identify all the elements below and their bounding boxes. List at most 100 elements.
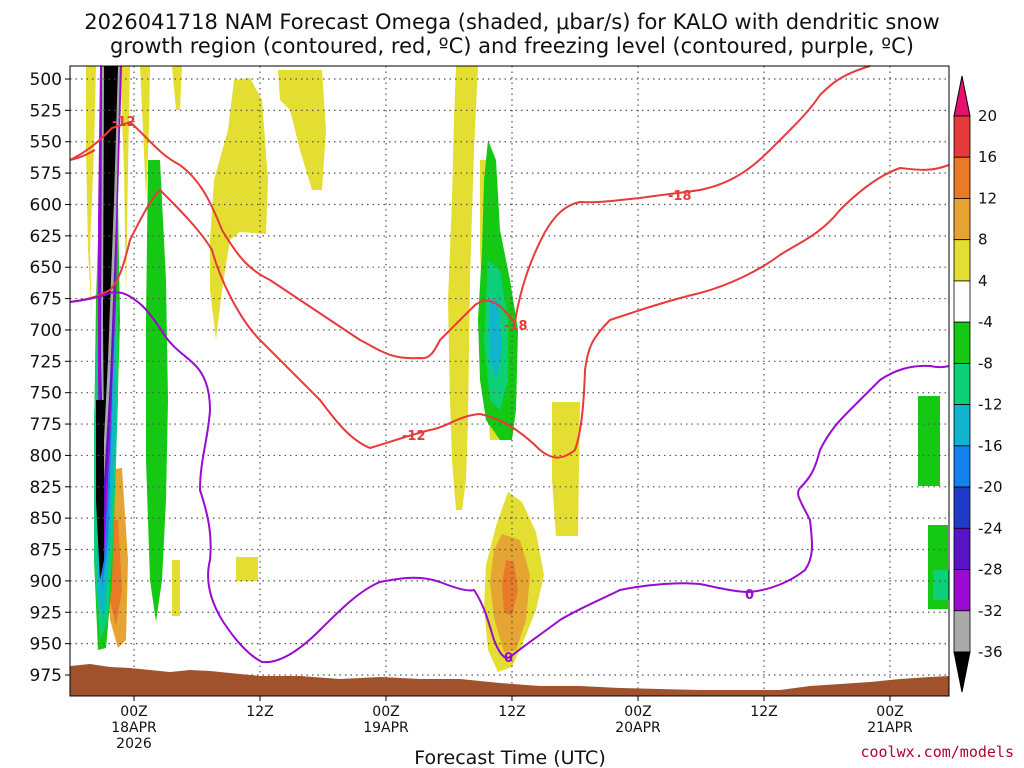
omega-yellow-plume	[278, 70, 326, 190]
x-tick-label: 12Z	[498, 704, 525, 720]
x-tick-label: 00Z	[624, 704, 651, 720]
colorbar-swatch	[953, 527, 971, 570]
contour-label: -18	[668, 189, 692, 204]
colorbar-label: -28	[978, 561, 1003, 579]
colorbar-swatch	[953, 239, 971, 282]
colorbar-label: 12	[978, 189, 997, 207]
x-axis-label: Forecast Time (UTC)	[414, 747, 605, 768]
colorbar-label: 16	[978, 148, 997, 166]
x-tick-label: 19APR	[363, 720, 409, 736]
contour-label: 0	[745, 588, 754, 603]
y-tick-label: 900	[30, 572, 62, 592]
chart-title-line2: growth region (contoured, red, ºC) and f…	[110, 34, 914, 58]
colorbar-label: 4	[978, 272, 988, 290]
omega-green-east	[933, 570, 949, 600]
y-tick-label: 625	[30, 227, 62, 247]
colorbar-swatch	[953, 115, 971, 158]
omega-green-band	[146, 160, 168, 622]
chart-title-line1: 2026041718 NAM Forecast Omega (shaded, μ…	[84, 10, 939, 34]
omega-yellow-plume	[140, 66, 150, 200]
contour-label: -18	[504, 319, 528, 334]
colorbar-top-arrow	[953, 75, 971, 117]
omega-yellow-plume	[86, 66, 96, 320]
y-axis: 500 525 550 575 600 625 650 675 700 725 750 775 800 8…	[30, 70, 70, 686]
colorbar-label: -20	[978, 478, 1003, 496]
y-tick-label: 550	[30, 133, 62, 153]
colorbar-label: -36	[978, 643, 1003, 661]
colorbar-swatch	[953, 280, 971, 323]
x-tick-label: 00Z	[372, 704, 399, 720]
omega-yellow-blob	[172, 560, 180, 616]
contour-label: -12	[402, 429, 426, 444]
contour-label: 0	[504, 651, 513, 666]
colorbar-label: 8	[978, 231, 988, 249]
x-tick-label: 12Z	[246, 704, 273, 720]
y-tick-label: 525	[30, 101, 62, 121]
omega-yellow-blob	[236, 557, 258, 581]
x-tick-label: 18APR	[111, 720, 157, 736]
y-tick-label: 825	[30, 478, 62, 498]
grid-lines	[70, 66, 949, 696]
colorbar-swatch	[953, 569, 971, 612]
dgz-contour-upper	[69, 120, 516, 360]
y-tick-label: 725	[30, 352, 62, 372]
y-tick-label: 775	[30, 415, 62, 435]
omega-black-column	[103, 66, 118, 440]
colorbar-label: -8	[978, 354, 993, 372]
omega-yellow-plume	[448, 66, 478, 510]
omega-green-east	[918, 396, 940, 486]
y-tick-label: 750	[30, 384, 62, 404]
x-tick-label: 2026	[116, 736, 152, 752]
x-tick-label: 00Z	[876, 704, 903, 720]
colorbar-label: -16	[978, 437, 1003, 455]
y-tick-label: 675	[30, 290, 62, 310]
colorbar-swatch	[953, 610, 971, 653]
colorbar-swatch	[953, 156, 971, 199]
y-tick-label: 575	[30, 164, 62, 184]
x-tick-label: 20APR	[615, 720, 661, 736]
colorbar-bottom-arrow	[953, 651, 971, 693]
y-tick-label: 500	[30, 70, 62, 90]
colorbar-swatch	[953, 445, 971, 488]
plot-area: -12 -18 -18 -12 0 0	[69, 65, 950, 697]
colorbar-label: -24	[978, 519, 1003, 537]
x-tick-label: 12Z	[750, 704, 777, 720]
colorbar-swatch	[953, 362, 971, 406]
freezing-line	[69, 291, 950, 664]
colorbar-label: -12	[978, 396, 1003, 414]
dgz-contour-upper-east	[514, 65, 871, 323]
y-tick-label: 950	[30, 635, 62, 655]
plot-frame	[69, 65, 950, 697]
colorbar-swatch	[953, 404, 971, 447]
credit-text: coolwx.com/models	[860, 743, 1014, 761]
y-tick-label: 800	[30, 446, 62, 466]
x-tick-label: 00Z	[120, 704, 147, 720]
omega-black-column	[96, 400, 104, 580]
freezing-contour	[69, 291, 950, 664]
omega-yellow-plume	[210, 78, 268, 340]
colorbar: 20 16 12 8 4 -4 -8 -12 -16 -20 -24 -28 -32 -36	[953, 75, 1003, 693]
y-tick-label: 600	[30, 195, 62, 215]
x-tick-label: 21APR	[867, 720, 913, 736]
y-tick-label: 650	[30, 258, 62, 278]
y-tick-label: 850	[30, 509, 62, 529]
omega-orange-core	[502, 560, 518, 616]
omega-yellow-plume	[172, 66, 182, 110]
dgz-contour-west	[69, 149, 96, 161]
omega-yellow-plume	[552, 402, 580, 536]
colorbar-swatch	[953, 321, 971, 364]
contour-labels: -12 -18 -18 -12 0 0	[112, 115, 754, 666]
colorbar-label: -32	[978, 602, 1003, 620]
colorbar-label: 20	[978, 107, 997, 125]
colorbar-label: -4	[978, 313, 993, 331]
omega-shading	[86, 66, 949, 672]
ground-terrain	[70, 664, 949, 696]
colorbar-swatch	[953, 486, 971, 529]
y-tick-label: 925	[30, 603, 62, 623]
y-tick-label: 975	[30, 666, 62, 686]
dgz-contours	[69, 65, 950, 459]
y-tick-label: 700	[30, 321, 62, 341]
dgz-contour-lower	[69, 164, 950, 459]
